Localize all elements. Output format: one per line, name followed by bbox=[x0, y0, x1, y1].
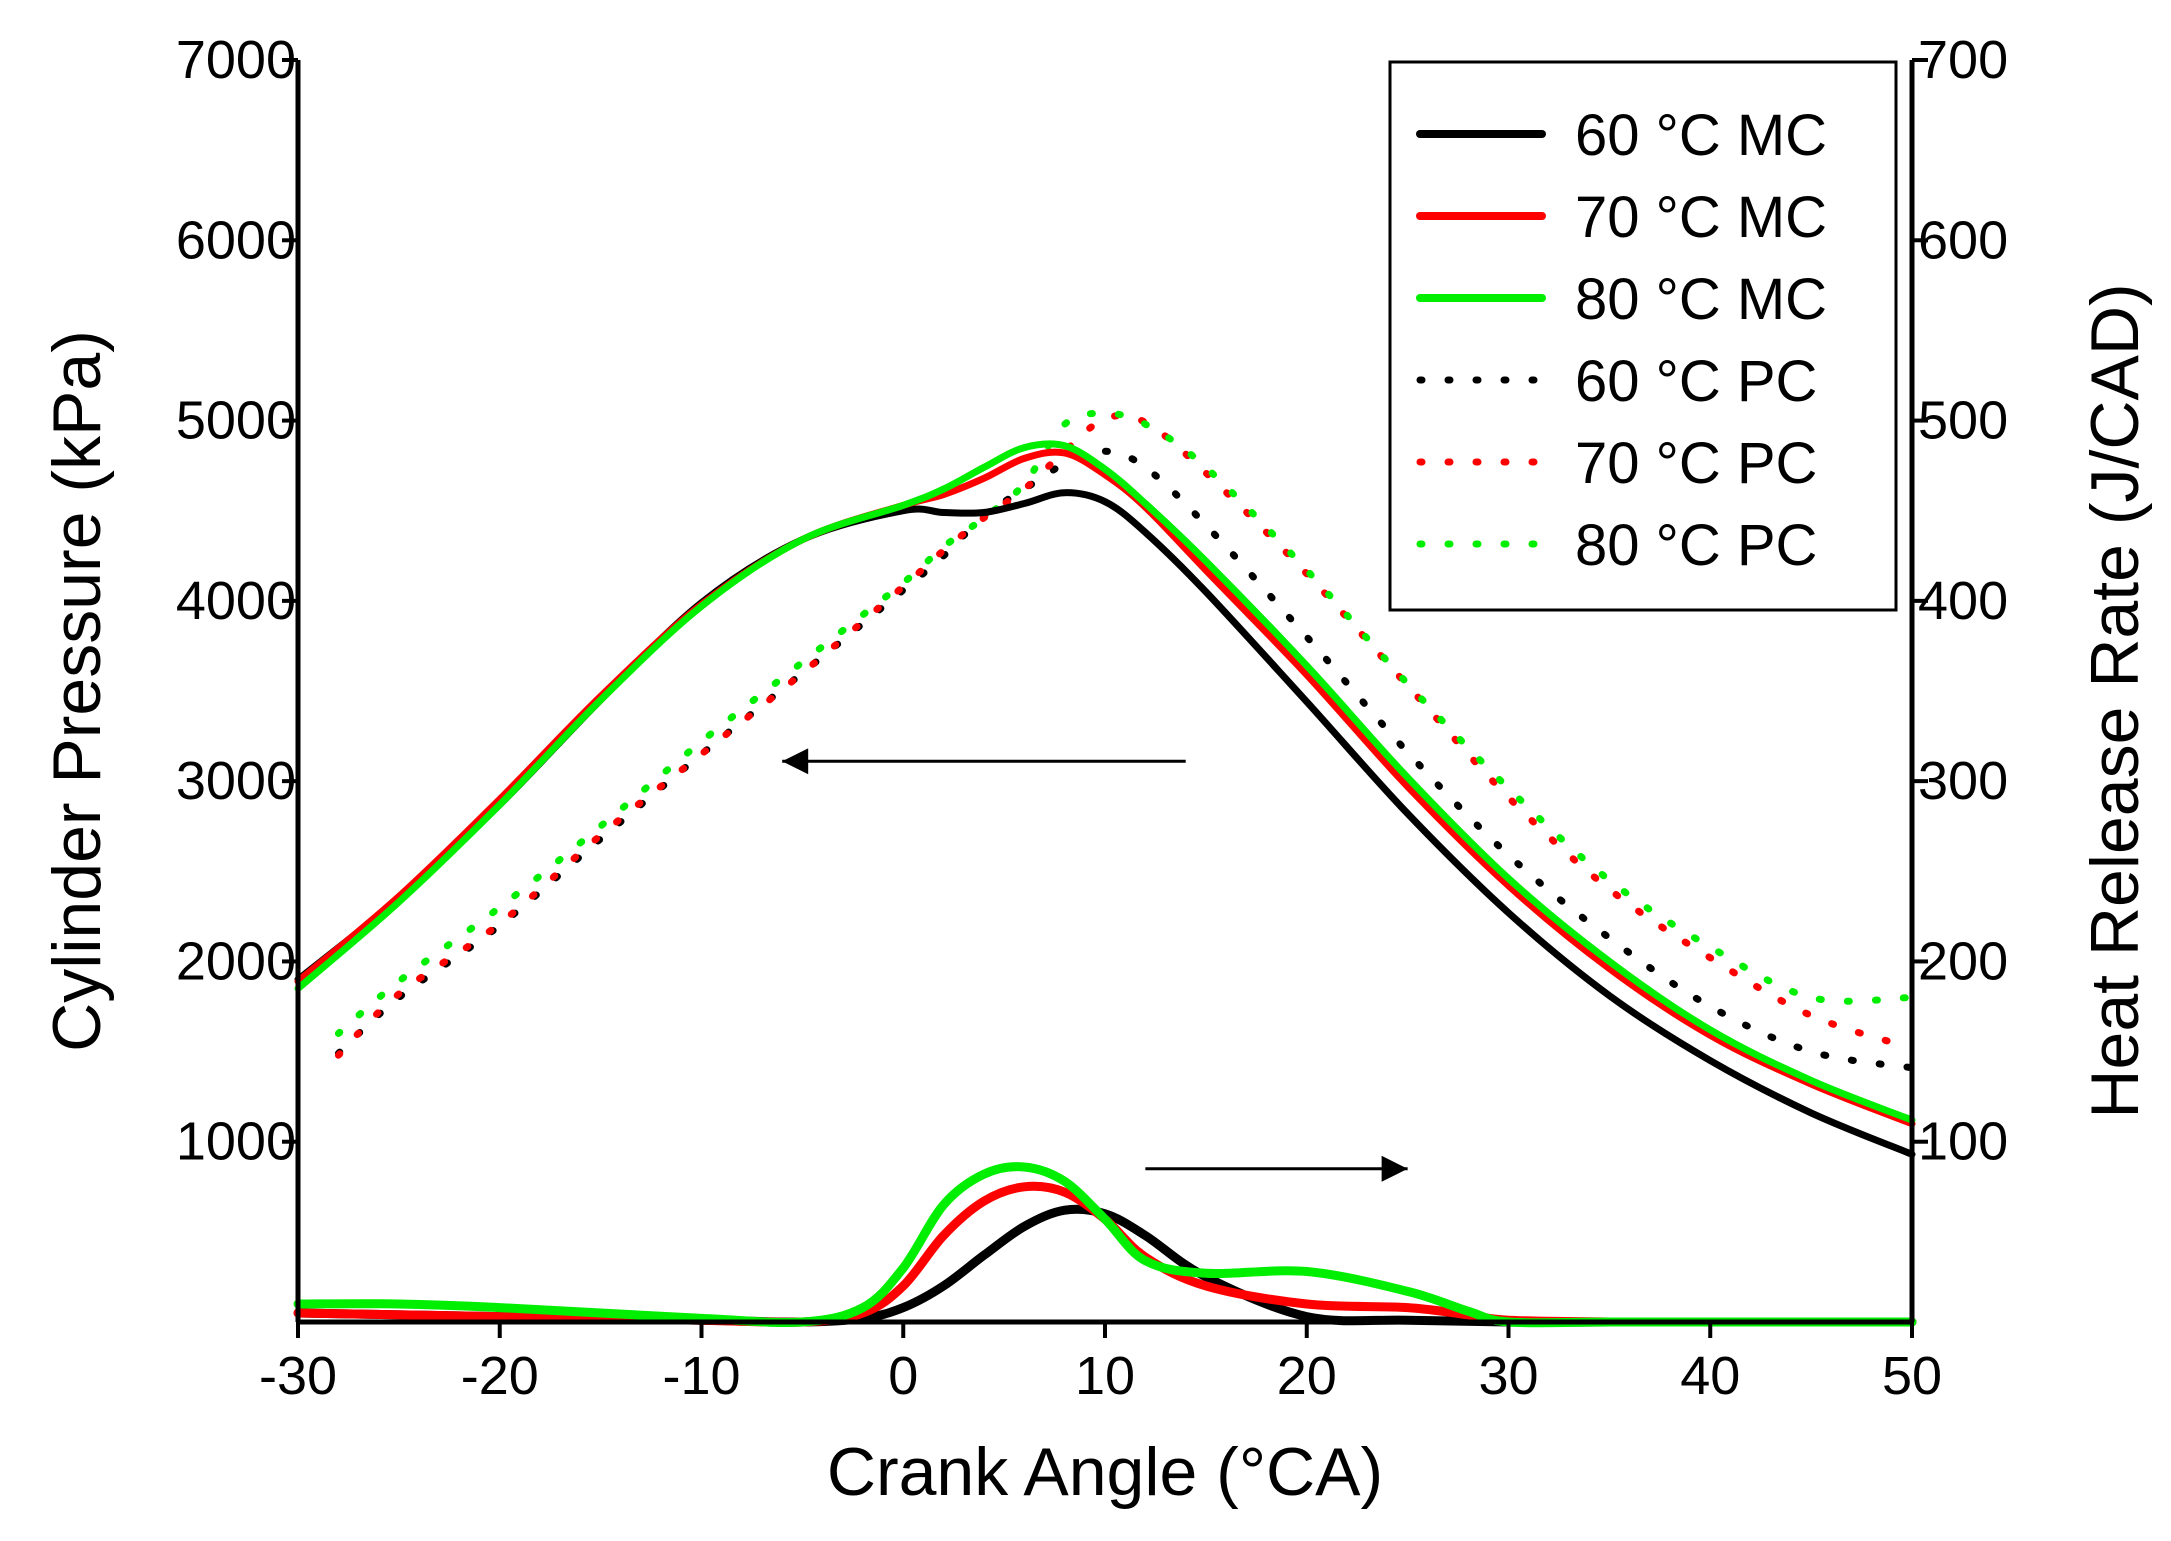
legend-box bbox=[1388, 60, 1898, 612]
x-tick-label: 30 bbox=[1478, 1346, 1538, 1406]
y-axis-left-title: Cylinder Pressure (kPa) bbox=[39, 330, 115, 1052]
series-line-solid-right-8 bbox=[293, 1162, 1917, 1328]
x-tick-label: 0 bbox=[888, 1346, 918, 1406]
y-axis-right-title: Heat Release Rate (J/CAD) bbox=[2077, 283, 2153, 1118]
series-line-solid-right-6 bbox=[293, 1204, 1917, 1327]
legend-label: 80 °C PC bbox=[1575, 513, 1817, 578]
x-tick-label: -20 bbox=[461, 1346, 539, 1406]
legend: 60 °C MC 70 °C MC 80 °C MC 60 °C PC 70 °C PC… bbox=[1388, 60, 1898, 612]
legend-label: 60 °C PC bbox=[1575, 349, 1817, 414]
x-tick-label: -30 bbox=[259, 1346, 337, 1406]
series-line-dotted-left-5 bbox=[334, 409, 1916, 1037]
y-left-tick-label: 7000 bbox=[176, 30, 296, 90]
y-right-tick-label: 200 bbox=[1918, 931, 2008, 991]
y-right-tick-label: 400 bbox=[1918, 571, 2008, 631]
x-tick-label: 50 bbox=[1882, 1346, 1942, 1406]
y-right-tick-label: 600 bbox=[1918, 210, 2008, 270]
y-right-tick-label: 500 bbox=[1918, 391, 2008, 451]
legend-label: 60 °C MC bbox=[1575, 103, 1827, 168]
y-left-tick-label: 6000 bbox=[176, 210, 296, 270]
ticks-layer: -30 -20 -10 0 10 20 30 40 50 1000 2000 3000 4000 5000… bbox=[176, 30, 2008, 1406]
y-right-tick-label: 700 bbox=[1918, 30, 2008, 90]
x-tick-label: -10 bbox=[662, 1346, 740, 1406]
series-line-solid-left-2 bbox=[294, 440, 1916, 1124]
x-axis-title: Crank Angle (°CA) bbox=[827, 1434, 1383, 1510]
y-left-tick-label: 5000 bbox=[176, 391, 296, 451]
x-tick-label: 40 bbox=[1680, 1346, 1740, 1406]
y-right-tick-label: 300 bbox=[1918, 751, 2008, 811]
x-tick-label: 20 bbox=[1277, 1346, 1337, 1406]
y-left-tick-label: 2000 bbox=[176, 931, 296, 991]
x-tick-label: 10 bbox=[1075, 1346, 1135, 1406]
arrows-layer bbox=[782, 748, 1408, 1182]
legend-label: 70 °C MC bbox=[1575, 185, 1827, 250]
legend-label: 70 °C PC bbox=[1575, 431, 1817, 496]
y-right-tick-label: 100 bbox=[1918, 1112, 2008, 1172]
series-line-solid-right-7 bbox=[293, 1181, 1917, 1327]
y-left-tick-label: 4000 bbox=[176, 571, 296, 631]
y-left-tick-label: 1000 bbox=[176, 1112, 296, 1172]
legend-label: 80 °C MC bbox=[1575, 267, 1827, 332]
y-left-tick-label: 3000 bbox=[176, 751, 296, 811]
